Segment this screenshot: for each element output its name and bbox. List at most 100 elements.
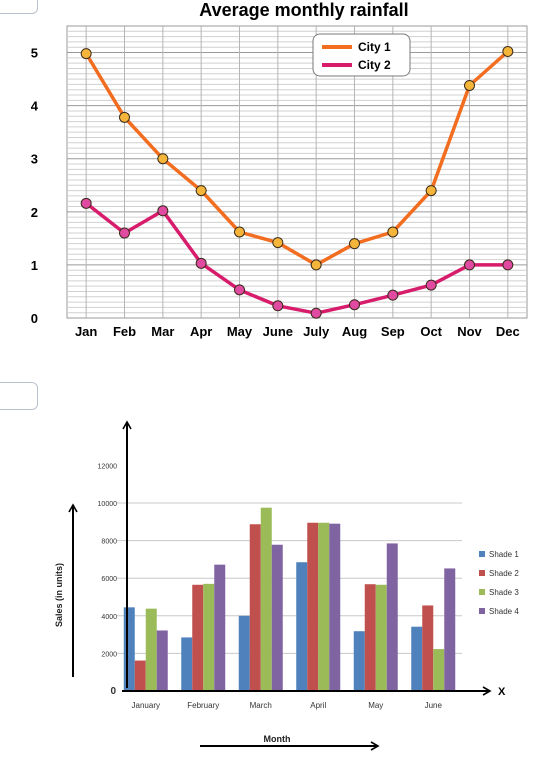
x-tick-labels: Jan Feb Mar Apr May June July Aug Sep Oct Nov Dec <box>75 324 520 339</box>
data-point-city-1 <box>464 79 475 91</box>
data-point-city-1 <box>272 237 284 249</box>
x-tick-label: Mar <box>151 324 174 339</box>
legend-label-city-2: City 2 <box>358 58 391 72</box>
data-point-city-2 <box>502 259 514 271</box>
y-tick-label: 0 <box>31 311 38 326</box>
bar-shade-3-february <box>203 583 215 691</box>
data-point-city-1 <box>119 111 130 123</box>
x-tick-label: Aug <box>342 324 367 339</box>
data-point-city-1 <box>195 185 207 197</box>
plot-area <box>66 25 528 319</box>
bar-shade-2-february <box>192 584 204 691</box>
bar-shade-1-june <box>411 626 423 691</box>
data-point-city-1 <box>157 153 169 165</box>
legend-label-shade-4: Shade 4 <box>489 607 519 616</box>
y-tick-labels: 0 1 2 3 4 5 <box>31 46 39 326</box>
bar-shade-2-may <box>364 584 376 691</box>
data-point-city-2 <box>234 284 245 296</box>
x-tick-label: Jan <box>75 324 97 339</box>
bar-shade-4-may <box>386 543 398 691</box>
bar-shade-1-march <box>238 615 250 691</box>
bar-shade-4-march <box>271 544 283 691</box>
chart-grid <box>117 502 462 654</box>
y-tick-label: 0 <box>110 686 116 697</box>
bar-shade-4-april <box>329 523 341 691</box>
series-lines <box>84 50 509 315</box>
bar-shade-4-february <box>214 564 226 691</box>
data-point-city-1 <box>502 45 514 57</box>
x-tick-label: Sep <box>381 324 405 339</box>
bar-shade-4-june <box>444 568 456 691</box>
y-tick-label: 2 <box>31 205 38 220</box>
legend-swatch-shade-2 <box>479 570 485 576</box>
data-point-city-2 <box>425 279 437 291</box>
x-tick-label: Dec <box>496 324 520 339</box>
data-point-city-1 <box>425 185 437 197</box>
bar-shade-1-january <box>123 607 135 691</box>
legend-swatch-shade-4 <box>479 608 485 614</box>
data-point-city-2 <box>387 289 399 301</box>
y-tick-labels: 0 2000 4000 6000 8000 10000 12000 <box>98 463 118 697</box>
rainfall-line-chart: Average monthly rainfall 0 1 2 3 4 5 Jan Feb Ma… <box>31 0 528 339</box>
legend-label-shade-1: Shade 1 <box>489 550 519 559</box>
bar-shade-2-june <box>422 605 434 691</box>
series-line-city-2 <box>85 201 508 315</box>
y-tick-label: 6000 <box>101 576 117 583</box>
x-arrow-label: X <box>498 686 506 698</box>
x-tick-label: March <box>250 701 272 710</box>
legend-swatch-shade-1 <box>479 551 485 557</box>
y-tick-label: 10000 <box>98 501 118 508</box>
legend: Shade 1 Shade 2 Shade 3 Shade 4 <box>479 550 519 616</box>
bar-shade-3-march <box>260 507 272 691</box>
bar-shade-2-april <box>307 522 319 691</box>
bar-shade-1-may <box>353 631 365 691</box>
data-point-city-2 <box>464 259 475 271</box>
bar-shade-2-january <box>134 660 146 691</box>
bar-shade-2-march <box>249 524 261 691</box>
y-tick-label: 4000 <box>101 614 117 621</box>
x-tick-label: April <box>310 701 326 710</box>
data-point-city-1 <box>310 259 322 271</box>
y-tick-label: 1 <box>31 258 38 273</box>
x-tick-label: Oct <box>420 324 442 339</box>
x-tick-label: Apr <box>190 324 212 339</box>
x-tick-labels: January February March April May June <box>132 701 443 710</box>
bar-shade-3-january <box>145 608 157 691</box>
x-tick-label: July <box>303 324 330 339</box>
chart-title: Average monthly rainfall <box>199 0 408 20</box>
data-point-city-2 <box>119 227 130 239</box>
data-point-city-2 <box>272 300 284 312</box>
y-tick-label: 4 <box>31 99 39 114</box>
y-tick-label: 8000 <box>101 539 117 546</box>
bar-shade-3-june <box>433 649 445 691</box>
y-axis-label: Sales (in units) <box>54 563 64 627</box>
x-tick-label: June <box>263 324 293 339</box>
bar-shade-4-january <box>156 630 168 691</box>
data-point-city-2 <box>310 307 322 319</box>
data-point-city-2 <box>349 299 360 311</box>
legend: City 1 City 2 <box>312 33 411 77</box>
data-point-city-1 <box>234 226 245 238</box>
bar-shade-3-april <box>318 522 330 691</box>
x-tick-label: May <box>227 324 253 339</box>
data-point-city-2 <box>80 197 92 209</box>
series-line-city-1 <box>84 50 509 267</box>
x-tick-label: Nov <box>457 324 482 339</box>
axis-arrows <box>68 420 492 751</box>
x-tick-label: Feb <box>113 324 136 339</box>
chart-selector-box-1[interactable] <box>0 0 38 14</box>
x-tick-label: May <box>368 701 383 710</box>
x-tick-label: June <box>425 701 443 710</box>
x-tick-label: January <box>132 701 160 710</box>
chart-selector-box-2[interactable] <box>0 382 38 410</box>
data-point-city-2 <box>195 257 207 269</box>
legend-label-city-1: City 1 <box>358 40 391 54</box>
y-tick-label: 3 <box>31 152 38 167</box>
bar-shade-3-may <box>375 584 387 691</box>
data-point-city-1 <box>349 238 360 250</box>
chart-grid <box>66 25 528 319</box>
data-point-city-1 <box>80 48 92 60</box>
y-tick-label: 12000 <box>98 463 118 470</box>
legend-label-shade-2: Shade 2 <box>489 569 519 578</box>
y-tick-label: 5 <box>31 46 38 61</box>
